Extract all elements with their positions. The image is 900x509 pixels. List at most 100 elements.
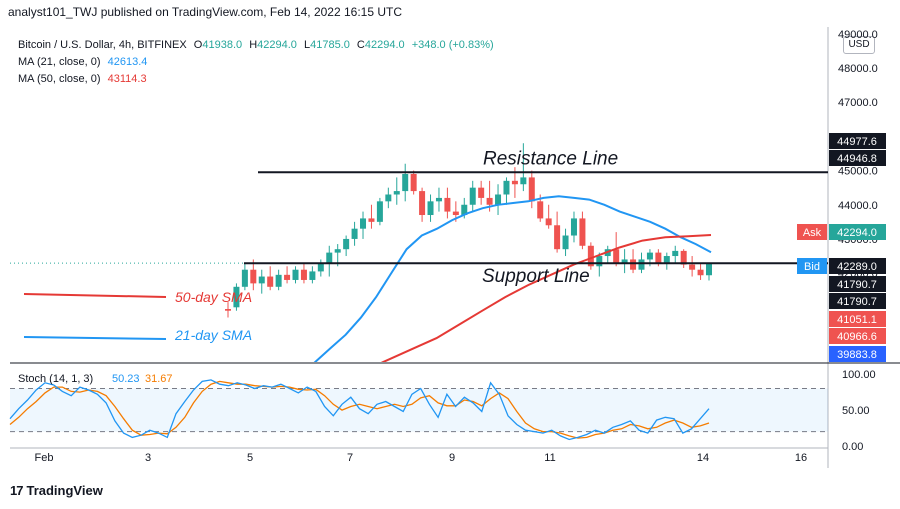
price-tick-label: 49000.0 — [838, 29, 878, 41]
time-tick-label: 9 — [449, 452, 455, 464]
candle-body — [225, 309, 231, 311]
ma21-value: 42613.4 — [107, 56, 148, 68]
candle-body — [317, 262, 324, 272]
ohlc-change: +348.0 (+0.83%) — [411, 39, 494, 51]
price-axis-label-bg — [829, 346, 886, 362]
stoch-k-line — [9, 379, 710, 441]
sma50-legend-line — [23, 293, 167, 298]
candle-body — [706, 263, 712, 276]
stoch-tick-label: 100.00 — [842, 369, 876, 381]
ohlc-high-label: H — [249, 39, 258, 51]
candle-body — [233, 286, 240, 308]
candle-body — [680, 250, 687, 265]
stoch-tick-label: 50.00 — [842, 405, 870, 417]
price-axis-label-bg — [829, 258, 886, 274]
price-tick-label: 45000.0 — [838, 166, 878, 178]
ohlc-close-label: C — [356, 39, 365, 51]
price-axis-label-bg — [829, 224, 886, 240]
stoch-d-line — [9, 380, 710, 439]
price-axis-label-bg — [829, 150, 886, 166]
ma50-line — [380, 234, 712, 362]
price-axis-label-bg — [829, 133, 886, 149]
candle-body — [520, 177, 527, 185]
candle-body — [267, 276, 274, 287]
candle-body — [630, 259, 637, 270]
time-tick-label: 16 — [795, 452, 807, 464]
candle-body — [554, 225, 561, 250]
candle-body — [309, 271, 316, 280]
ohlc-high: 42294.0 — [257, 39, 297, 51]
candle-body — [461, 204, 468, 216]
stoch-band — [10, 388, 828, 432]
candle-body — [537, 201, 544, 219]
price-tick-label: 44000.0 — [838, 200, 878, 212]
candle-body — [613, 249, 620, 263]
candle-body — [689, 264, 696, 270]
candle-body — [402, 173, 409, 192]
price-tick-label: 47000.0 — [838, 97, 878, 109]
ohlc-low-label: L — [303, 39, 311, 51]
candle-body — [241, 269, 248, 287]
stoch-k-value: 50.23 — [112, 373, 140, 385]
tradingview-logo-icon: 17 — [10, 483, 24, 498]
candle-body — [452, 211, 459, 216]
price-axis-label: 40966.6 — [837, 331, 877, 343]
candle-body — [393, 191, 400, 195]
candle-body — [697, 269, 704, 276]
candle-body — [284, 274, 291, 280]
candle-body — [587, 245, 594, 267]
price-axis-label: 41051.1 — [837, 314, 877, 326]
price-tag-label: Ask — [803, 227, 822, 239]
candle-body — [638, 259, 645, 270]
candle-body — [621, 259, 628, 263]
price-tag-bg — [797, 258, 827, 274]
candle-body — [360, 218, 367, 229]
time-tick-label: 3 — [145, 452, 151, 464]
candle-body — [596, 256, 603, 267]
candle-body — [503, 180, 510, 195]
candle-body — [444, 197, 451, 212]
candle-body — [570, 218, 577, 236]
currency-button[interactable]: USD — [843, 36, 875, 54]
stoch-d-value: 31.67 — [145, 373, 173, 385]
price-tick-label: 48000.0 — [838, 63, 878, 75]
candle-body — [250, 269, 257, 284]
candle-body — [376, 201, 383, 222]
price-axis-label: 39883.8 — [837, 349, 877, 361]
price-axis-label-bg — [829, 276, 886, 292]
support-label: Support Line — [482, 266, 590, 287]
symbol-legend: Bitcoin / U.S. Dollar, 4h, BITFINEX O419… — [18, 39, 498, 51]
tradingview-branding[interactable]: 17 TradingView — [10, 483, 103, 498]
candle-body — [334, 249, 341, 253]
price-axis-label: 44977.6 — [837, 136, 877, 148]
candle-body — [351, 228, 358, 239]
publisher-line: analyst101_TWJ published on TradingView.… — [8, 5, 403, 19]
ma50-value: 43114.3 — [107, 73, 147, 85]
price-axis-label-bg — [829, 311, 886, 327]
ma21-label: MA (21, close, 0) — [18, 56, 101, 68]
price-axis-label: 42294.0 — [837, 227, 877, 239]
candle-body — [478, 187, 485, 198]
symbol-title: Bitcoin / U.S. Dollar, 4h, BITFINEX — [18, 39, 187, 51]
resistance-label: Resistance Line — [483, 148, 618, 169]
price-axis-label: 41790.7 — [837, 279, 877, 291]
candle-body — [655, 252, 662, 263]
candle-body — [511, 180, 518, 185]
price-tag-bg — [797, 224, 827, 240]
candle-body — [275, 274, 282, 287]
ohlc-low: 41785.0 — [310, 39, 350, 51]
candle-body — [435, 197, 442, 202]
sma21-legend-line — [23, 336, 167, 340]
tradingview-brand: TradingView — [26, 483, 103, 498]
time-tick-label: Feb — [35, 452, 54, 464]
candle-body — [663, 256, 670, 263]
candle-body — [343, 238, 350, 250]
candle-body — [579, 218, 586, 246]
time-tick-label: 11 — [544, 452, 555, 464]
candle-body — [326, 252, 333, 263]
price-axis-label: 42289.0 — [837, 261, 877, 273]
price-axis-label: 41790.7 — [837, 296, 877, 308]
candle-body — [646, 252, 653, 260]
candle-body — [368, 218, 375, 222]
